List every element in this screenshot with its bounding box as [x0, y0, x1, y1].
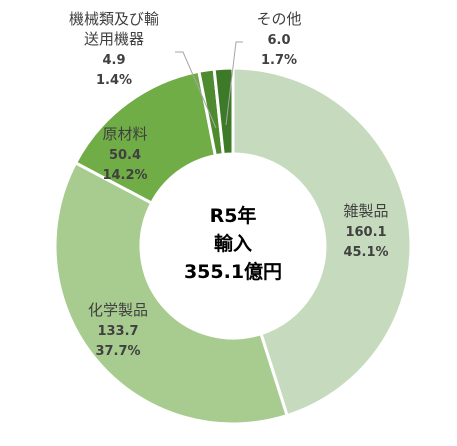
label-1: 化学製品 133.7 37.7%	[88, 301, 148, 359]
slice-labels: 雑製品 160.1 45.1% 化学製品 133.7 37.7% 原材料 50.4 14.2% 機…	[69, 10, 389, 359]
label-1-value: 133.7	[97, 324, 138, 339]
leader-line-3	[175, 51, 217, 129]
slice-4	[212, 66, 235, 157]
label-2-percent: 14.2%	[102, 168, 147, 183]
donut-slices	[53, 66, 413, 426]
label-4: その他 6.0 1.7%	[256, 10, 301, 68]
label-3-percent: 1.4%	[96, 73, 132, 88]
label-3-name-1: 送用機器	[84, 30, 144, 48]
label-0-value: 160.1	[345, 225, 386, 240]
center-line-2: 輸入	[214, 232, 252, 255]
label-0-percent: 45.1%	[343, 245, 388, 260]
center-label: R5年 輸入 355.1億円	[184, 204, 282, 283]
label-0: 雑製品 160.1 45.1%	[343, 202, 388, 260]
label-1-percent: 37.7%	[95, 344, 140, 359]
label-4-percent: 1.7%	[261, 53, 297, 68]
label-4-value: 6.0	[267, 33, 290, 48]
leader-lines	[175, 41, 243, 129]
center-line-3: 355.1億円	[184, 260, 282, 283]
leader-line-4	[225, 41, 243, 126]
center-line-1: R5年	[210, 204, 257, 227]
label-0-name-0: 雑製品	[343, 202, 388, 220]
slice-0	[231, 66, 413, 418]
label-3-value: 4.9	[102, 53, 125, 68]
slice-1	[53, 160, 289, 426]
label-2: 原材料 50.4 14.2%	[102, 125, 147, 183]
label-2-value: 50.4	[109, 148, 141, 163]
label-2-name-0: 原材料	[102, 125, 147, 143]
label-4-name-0: その他	[256, 10, 301, 28]
label-1-name-0: 化学製品	[88, 301, 148, 319]
label-3-name-0: 機械類及び輸	[69, 10, 159, 28]
